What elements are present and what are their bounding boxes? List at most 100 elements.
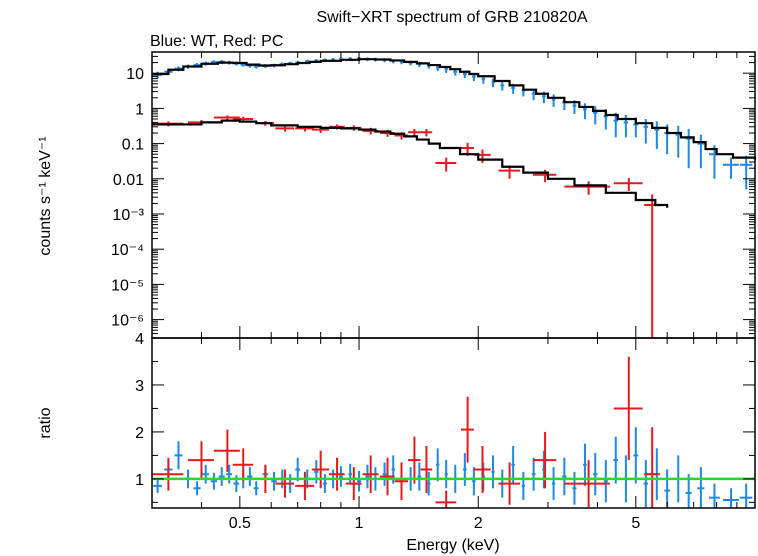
ratio-wt-point-59 <box>697 467 705 508</box>
counts-wt-point-39 <box>491 78 495 88</box>
ratio-wt-point-4 <box>193 481 201 496</box>
ratio-wt-point-50 <box>603 460 608 503</box>
ratio-wt-point-43 <box>531 457 536 491</box>
ratio-pc-point-3 <box>232 448 254 482</box>
chart-subtitle: Blue: WT, Red: PC <box>150 33 283 50</box>
ratio-wt-point-62 <box>739 483 753 508</box>
ratio-pc-point-16 <box>461 396 474 463</box>
ratio-wt-point-42 <box>521 471 525 501</box>
ratio-wt-point-2 <box>174 441 183 470</box>
ratio-wt-point-53 <box>633 427 639 484</box>
ratio-pc-point-8 <box>329 457 345 491</box>
ratio-wt-point-5 <box>202 464 210 484</box>
ratio-wt-point-24 <box>356 470 362 492</box>
ratio-data-layer <box>152 356 755 508</box>
ratio-wt-point-0 <box>153 478 163 493</box>
ratio-y-tick-label-0: 1 <box>135 472 144 489</box>
ratio-wt-point-27 <box>382 462 387 486</box>
counts-panel: 10 1 0.1 0.01 10⁻³ 10⁻⁴ 10⁻⁵ 10⁻⁶ counts s⁻¹ ke… <box>37 51 757 339</box>
ratio-axis-ticks: 1 2 3 4 <box>135 331 755 503</box>
counts-wt-point-40 <box>500 81 505 91</box>
ratio-pc-point-0 <box>152 457 184 491</box>
ratio-pc-point-20 <box>564 460 610 508</box>
ratio-wt-point-39 <box>491 455 495 489</box>
ratio-pc-point-17 <box>473 446 491 493</box>
energy-tick-label-2: 2 <box>474 515 483 532</box>
ratio-y-tick-label-2: 3 <box>135 378 144 395</box>
counts-wt-point-43 <box>531 89 536 101</box>
ratio-wt-point-7 <box>218 467 225 486</box>
counts-pc-point-14 <box>420 128 433 137</box>
ratio-pc-point-11 <box>380 457 395 496</box>
ratio-wt-point-22 <box>338 466 343 487</box>
ratio-wt-point-33 <box>436 448 440 482</box>
counts-y-tick-label-4: 10⁻³ <box>112 207 144 224</box>
ratio-pc-point-1 <box>188 441 214 479</box>
counts-wt-point-48 <box>583 103 587 119</box>
ratio-pc-point-15 <box>435 490 457 508</box>
counts-pc-point-22 <box>644 194 660 338</box>
ratio-wt-point-54 <box>643 460 649 508</box>
counts-y-tick-label-2: 0.1 <box>122 137 144 154</box>
counts-wt-point-59 <box>697 134 705 169</box>
ratio-series-pc <box>152 356 660 508</box>
ratio-pc-point-10 <box>362 455 379 493</box>
energy-tick-label-1: 1 <box>355 515 364 532</box>
ratio-wt-point-8 <box>226 464 233 484</box>
ratio-wt-point-31 <box>417 462 422 491</box>
ratio-wt-point-47 <box>572 471 577 505</box>
energy-tick-label-0: 0.5 <box>229 515 251 532</box>
ratio-wt-point-36 <box>462 453 467 486</box>
counts-y-tick-label-1: 1 <box>135 101 144 118</box>
ratio-series-wt <box>153 427 753 508</box>
counts-wt-point-61 <box>722 157 739 179</box>
ratio-pc-point-5 <box>275 469 294 498</box>
counts-wt-point-60 <box>708 145 720 179</box>
ratio-wt-point-60 <box>708 483 720 508</box>
ratio-pc-point-2 <box>213 429 240 472</box>
ratio-pc-point-21 <box>613 356 643 461</box>
counts-model-wt <box>152 58 757 160</box>
ratio-wt-point-20 <box>322 474 327 493</box>
ratio-wt-point-56 <box>664 469 670 508</box>
energy-axis-label: Energy (keV) <box>406 537 499 554</box>
counts-series-wt <box>153 56 753 190</box>
counts-pc-point-20 <box>564 181 610 195</box>
counts-wt-point-55 <box>654 121 660 150</box>
ratio-wt-point-49 <box>593 453 598 496</box>
counts-series-pc <box>152 115 660 338</box>
ratio-pc-point-6 <box>295 471 315 501</box>
ratio-wt-point-23 <box>348 463 353 485</box>
ratio-pc-point-12 <box>394 462 409 501</box>
counts-data-layer <box>152 56 757 338</box>
ratio-wt-point-37 <box>472 467 476 496</box>
ratio-pc-point-14 <box>420 446 433 493</box>
counts-wt-point-45 <box>551 94 556 107</box>
ratio-panel: 1 2 3 4 ratio <box>37 331 756 509</box>
ratio-wt-point-45 <box>551 467 556 501</box>
counts-wt-point-62 <box>739 155 753 190</box>
counts-y-tick-label-6: 10⁻⁵ <box>111 277 144 294</box>
ratio-wt-point-34 <box>444 460 448 489</box>
counts-y-tick-label-0: 10 <box>126 66 144 83</box>
ratio-wt-point-12 <box>253 481 259 496</box>
counts-model-pc <box>152 119 669 208</box>
counts-pc-point-15 <box>435 157 457 172</box>
energy-axis-ticks: 0.5 1 2 5 <box>151 52 756 532</box>
ratio-wt-point-46 <box>562 457 567 496</box>
ratio-panel-frame <box>151 337 756 509</box>
ratio-wt-point-11 <box>247 467 253 486</box>
counts-wt-point-57 <box>675 125 681 158</box>
counts-pc-point-5 <box>275 125 294 132</box>
counts-pc-point-13 <box>408 128 421 137</box>
counts-wt-point-49 <box>593 106 598 125</box>
ratio-y-tick-label-1: 2 <box>135 425 144 442</box>
counts-panel-frame <box>151 51 756 339</box>
ratio-wt-point-41 <box>511 446 515 484</box>
ratio-wt-point-25 <box>365 464 370 489</box>
chart-title: Swift−XRT spectrum of GRB 210820A <box>316 9 587 26</box>
energy-tick-label-3: 5 <box>631 515 640 532</box>
ratio-y-tick-label-3: 4 <box>135 331 144 348</box>
ratio-y-axis-label: ratio <box>37 407 54 438</box>
